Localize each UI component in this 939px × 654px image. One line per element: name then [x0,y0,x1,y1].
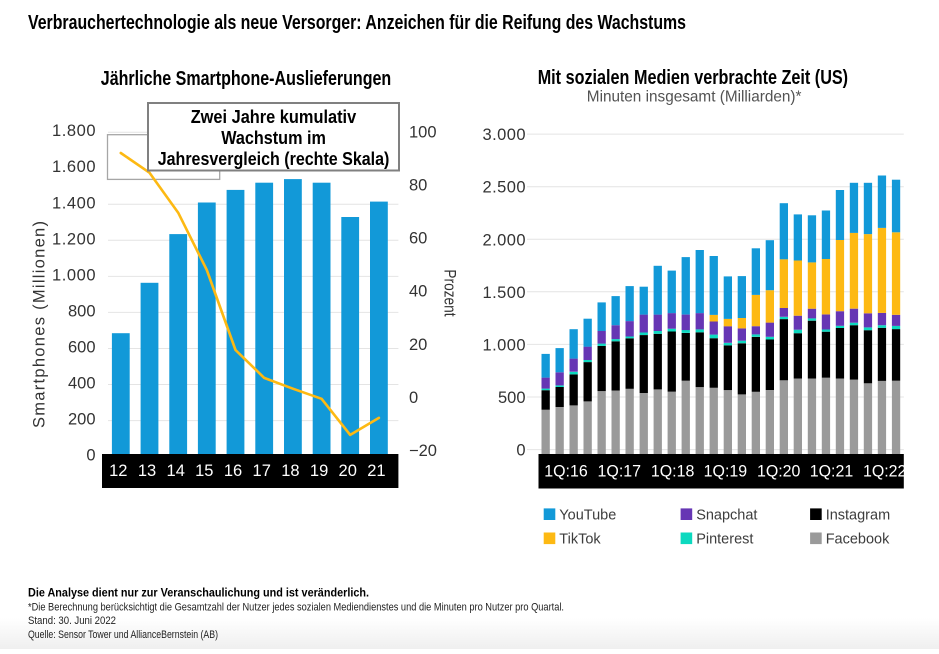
svg-text:Quelle: Sensor Tower und Allia: Quelle: Sensor Tower und AllianceBernste… [28,629,218,641]
svg-text:YouTube: YouTube [559,508,616,524]
svg-text:Stand: 30. Juni 2022: Stand: 30. Juni 2022 [28,615,116,627]
svg-text:1Q:16: 1Q:16 [544,462,588,481]
svg-text:Die Analyse dient nur zur Vera: Die Analyse dient nur zur Veranschaulich… [28,588,369,600]
svg-text:1.800: 1.800 [52,122,96,140]
svg-text:3.000: 3.000 [483,126,526,144]
svg-text:0: 0 [516,442,525,460]
svg-text:15: 15 [195,462,213,480]
svg-text:100: 100 [409,124,437,142]
svg-text:1.600: 1.600 [52,158,96,176]
svg-text:12: 12 [109,462,127,480]
svg-text:1Q:21: 1Q:21 [810,462,854,481]
svg-text:40: 40 [409,283,427,301]
svg-text:1.000: 1.000 [52,266,96,284]
svg-text:500: 500 [498,389,526,407]
svg-text:Instagram: Instagram [826,508,890,524]
svg-text:0: 0 [86,447,95,465]
svg-text:Pinterest: Pinterest [696,532,753,548]
svg-text:Smartphones (Millionen): Smartphones (Millionen) [31,221,49,428]
svg-text:14: 14 [167,462,185,480]
svg-text:800: 800 [68,302,96,320]
svg-text:1.400: 1.400 [52,194,96,212]
svg-text:2.500: 2.500 [483,179,526,197]
svg-text:21: 21 [367,462,385,480]
svg-text:1Q:17: 1Q:17 [598,462,642,481]
svg-text:*Die Berechnung berücksichtigt: *Die Berechnung berücksichtigt die Gesam… [28,602,564,614]
svg-text:17: 17 [253,462,271,480]
svg-text:Snapchat: Snapchat [696,508,757,524]
svg-text:60: 60 [409,230,427,248]
svg-text:1Q:18: 1Q:18 [651,462,695,481]
svg-text:Wachstum im: Wachstum im [221,127,326,148]
svg-text:Verbrauchertechnologie als neu: Verbrauchertechnologie als neue Versorge… [28,12,686,34]
svg-text:600: 600 [68,339,96,357]
svg-text:Mit sozialen Medien verbrachte: Mit sozialen Medien verbrachte Zeit (US) [538,67,848,89]
svg-text:19: 19 [310,462,328,480]
svg-text:1Q:19: 1Q:19 [704,462,748,481]
svg-text:80: 80 [409,177,427,195]
svg-text:18: 18 [281,462,299,480]
svg-text:1Q:22: 1Q:22 [863,462,907,481]
svg-text:Jährliche Smartphone-Ausliefer: Jährliche Smartphone-Auslieferungen [101,68,391,90]
svg-text:1.000: 1.000 [483,336,526,354]
svg-text:1Q:20: 1Q:20 [757,462,801,481]
svg-text:2.000: 2.000 [483,231,526,249]
svg-text:Jahresvergleich (rechte Skala): Jahresvergleich (rechte Skala) [158,148,390,169]
svg-text:16: 16 [224,462,242,480]
svg-text:20: 20 [409,336,427,354]
svg-text:1.200: 1.200 [52,230,96,248]
svg-text:20: 20 [339,462,357,480]
svg-text:−20: −20 [409,442,437,460]
svg-text:1.500: 1.500 [483,284,526,302]
svg-text:Minuten insgesamt (Milliarden): Minuten insgesamt (Milliarden)* [587,89,802,106]
svg-text:400: 400 [68,375,96,393]
svg-text:13: 13 [138,462,156,480]
svg-text:Zwei Jahre kumulativ: Zwei Jahre kumulativ [191,106,357,127]
svg-text:0: 0 [409,389,418,407]
svg-text:200: 200 [68,411,96,429]
svg-text:TikTok: TikTok [559,532,601,548]
svg-text:Prozent: Prozent [441,269,459,317]
svg-text:Facebook: Facebook [826,532,890,548]
